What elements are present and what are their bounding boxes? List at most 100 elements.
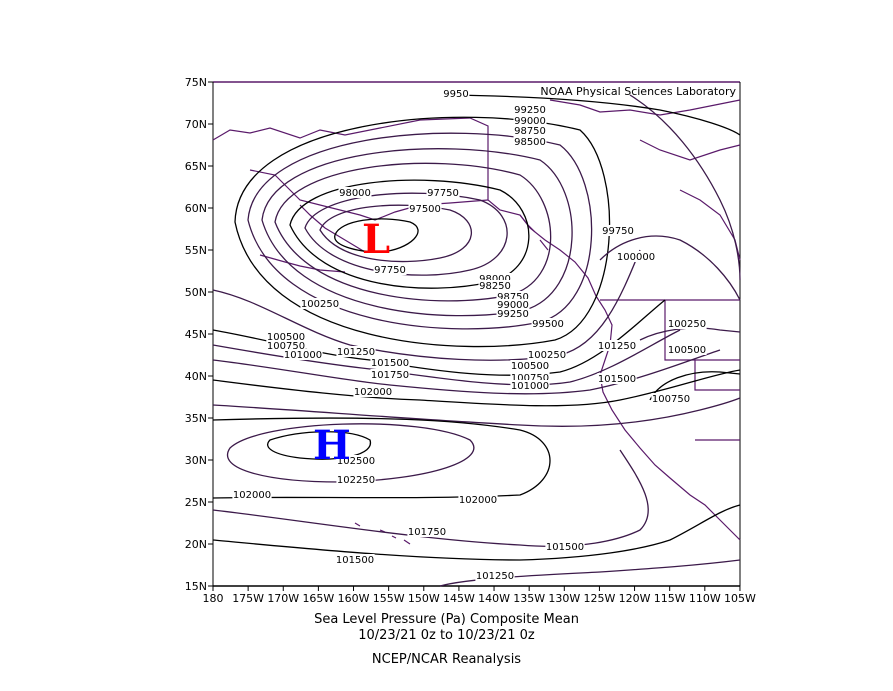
contour-label: 101250 — [476, 571, 514, 582]
contour-label: 102000 — [233, 490, 271, 501]
contour-label: 99750 — [602, 226, 634, 237]
contour-label-background — [336, 474, 376, 485]
contour-label: 101000 — [284, 350, 322, 361]
contour-label: 100750 — [511, 373, 549, 384]
contour-label-background — [458, 494, 498, 505]
lat-tick-label: 65N — [185, 160, 207, 173]
contour-label: 101500 — [336, 555, 374, 566]
contour-label: 102250 — [337, 475, 375, 486]
contour-label-background — [426, 187, 460, 198]
high-pressure-symbol: H — [313, 422, 351, 469]
contour-label-background — [496, 308, 530, 319]
contour-label-background — [478, 280, 512, 291]
caption-line-1: Sea Level Pressure (Pa) Composite Mean — [314, 612, 579, 627]
contour-label: 100750 — [267, 341, 305, 352]
contour-label: 102000 — [459, 495, 497, 506]
lat-tick-label: 50N — [185, 286, 207, 299]
contour-label-background — [283, 349, 323, 360]
contour-label-background — [667, 318, 707, 329]
lat-tick-label: 40N — [185, 370, 207, 383]
lat-tick-label: 75N — [185, 76, 207, 89]
contour-label: 100500 — [267, 332, 305, 343]
lat-tick-label: 35N — [185, 412, 207, 425]
contour-label-background — [513, 136, 547, 147]
contour-label: 98750 — [497, 292, 529, 303]
contour-label-background — [300, 298, 340, 309]
lon-tick-label: 120W — [619, 592, 651, 605]
contour-label-background — [510, 360, 550, 371]
contour-label-background — [370, 357, 410, 368]
lon-tick-label: 115W — [654, 592, 686, 605]
lon-tick-label: 105W — [724, 592, 756, 605]
contour-label-background — [232, 489, 272, 500]
contour-label-background — [597, 373, 637, 384]
lat-tick-label: 30N — [185, 454, 207, 467]
contour-label: 98000 — [339, 188, 371, 199]
contour-label: 99000 — [514, 116, 546, 127]
contour-label-background — [513, 125, 547, 136]
contour-label: 97500 — [409, 204, 441, 215]
lon-tick-label: 180 — [203, 592, 224, 605]
lat-tick-label: 45N — [185, 328, 207, 341]
contour-label: 97750 — [374, 265, 406, 276]
contour-label-background — [370, 369, 410, 380]
low-pressure-symbol: L — [362, 216, 390, 263]
lon-tick-label: 170W — [267, 592, 299, 605]
contour-label-background — [597, 340, 637, 351]
contour-label-background — [545, 541, 585, 552]
contour-label: 101750 — [371, 370, 409, 381]
contour-label: 102000 — [354, 387, 392, 398]
caption-line-2: 10/23/21 0z to 10/23/21 0z — [358, 628, 535, 643]
contour-label: 100750 — [652, 394, 690, 405]
latitude-axis: 75N 70N 65N 60N 55N 50N 45N 40N 35N 30N 25N 20N 15N — [185, 76, 213, 593]
lon-tick-label: 110W — [689, 592, 721, 605]
contour-label: 99500 — [532, 319, 564, 330]
lon-tick-label: 150W — [408, 592, 440, 605]
contour-label: 101500 — [546, 542, 584, 553]
contour-label-background — [353, 386, 393, 397]
contour-label-background — [513, 115, 547, 126]
caption-line-3: NCEP/NCAR Reanalysis — [371, 652, 522, 667]
contour-label-background — [531, 318, 565, 329]
lat-tick-label: 60N — [185, 202, 207, 215]
contour-label: 9950 — [443, 89, 468, 100]
contour-label-background — [335, 554, 375, 565]
contour-label-background — [513, 104, 547, 115]
contour-label-background — [266, 340, 306, 351]
contour-label: 100500 — [511, 361, 549, 372]
contour-label-background — [616, 251, 656, 262]
contour-label-background — [651, 393, 691, 404]
contour-label-background — [336, 346, 376, 357]
contour-label: 101000 — [511, 381, 549, 392]
lat-tick-label: 70N — [185, 118, 207, 131]
longitude-axis: 180 175W 170W 165W 160W 155W 150W 145W 140W 135W 1… — [203, 586, 756, 605]
lon-tick-label: 130W — [548, 592, 580, 605]
contour-label: 100000 — [617, 252, 655, 263]
lat-tick-label: 55N — [185, 244, 207, 257]
contour-label: 100500 — [668, 345, 706, 356]
contour-label-background — [266, 331, 306, 342]
contour-label: 98750 — [514, 126, 546, 137]
contour-label: 101500 — [598, 374, 636, 385]
contour-label-background — [336, 455, 376, 466]
attribution-text: NOAA Physical Sciences Laboratory — [540, 85, 736, 98]
contour-label: 98000 — [479, 274, 511, 285]
contour-label: 97750 — [427, 188, 459, 199]
contour-label-background — [407, 526, 447, 537]
contour-label: 100250 — [528, 350, 566, 361]
contour-label: 101500 — [371, 358, 409, 369]
contour-label-background — [475, 570, 515, 581]
contour-label: 100250 — [301, 299, 339, 310]
lat-tick-label: 15N — [185, 580, 207, 593]
lon-tick-label: 145W — [443, 592, 475, 605]
contour-label: 98500 — [514, 137, 546, 148]
lon-tick-label: 165W — [302, 592, 334, 605]
contour-label-background — [496, 299, 530, 310]
contour-label-background — [338, 187, 372, 198]
contour-label-background — [510, 380, 550, 391]
contour-label-background — [667, 344, 707, 355]
lon-tick-label: 140W — [478, 592, 510, 605]
contour-label: 98250 — [479, 281, 511, 292]
contour-label-background — [496, 291, 530, 302]
